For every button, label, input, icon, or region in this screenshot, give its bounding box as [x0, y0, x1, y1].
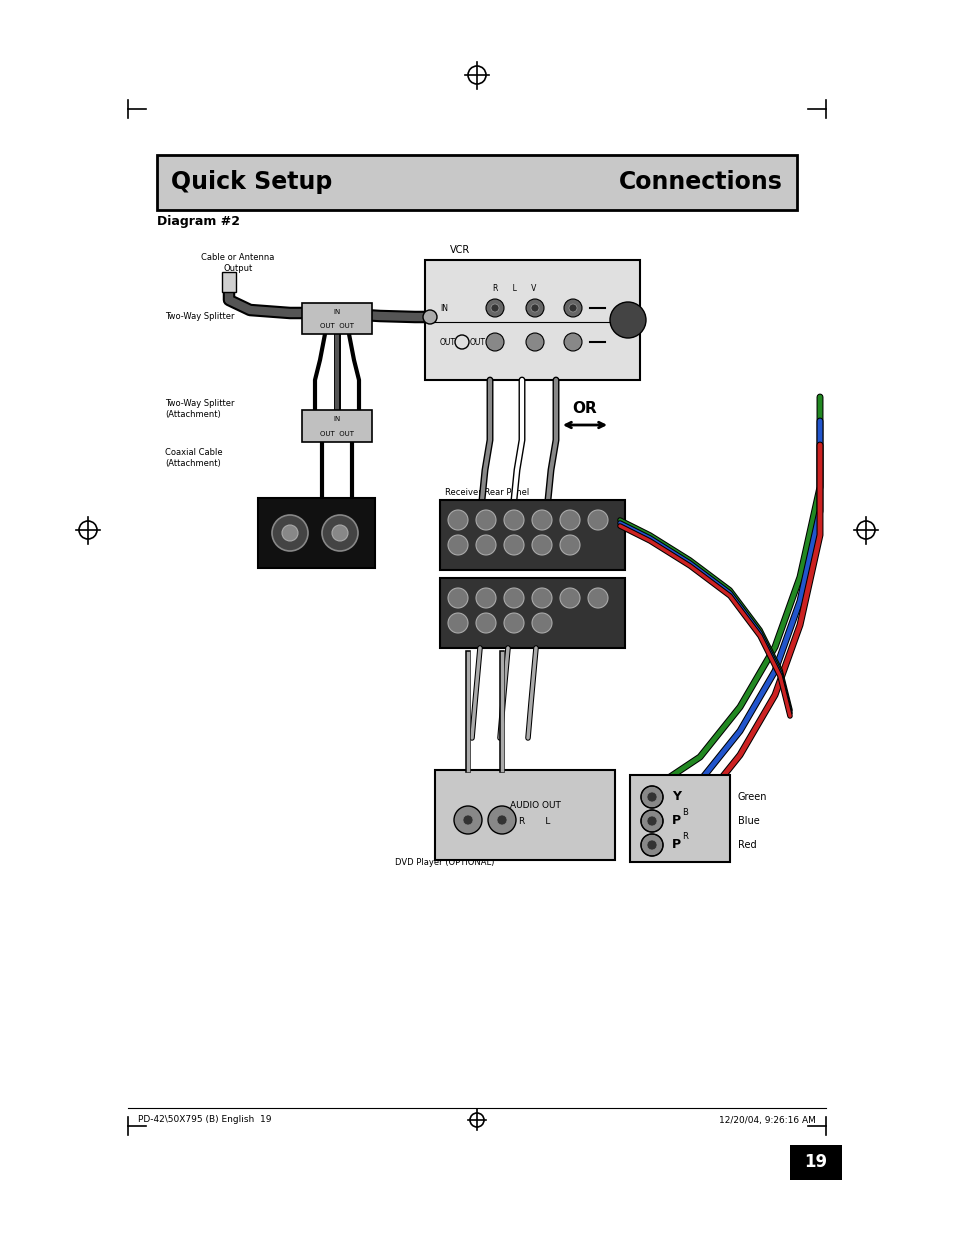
Circle shape [422, 310, 436, 324]
FancyBboxPatch shape [439, 500, 624, 571]
Text: B: B [681, 808, 687, 818]
FancyBboxPatch shape [257, 498, 375, 568]
Text: Output: Output [223, 264, 253, 273]
Circle shape [568, 304, 577, 312]
Circle shape [503, 535, 523, 555]
Text: OR: OR [572, 400, 597, 415]
Circle shape [476, 535, 496, 555]
Text: Coaxial Cable: Coaxial Cable [165, 448, 222, 457]
Circle shape [282, 525, 297, 541]
Text: Two-Way Splitter: Two-Way Splitter [165, 399, 234, 408]
Text: 12/20/04, 9:26:16 AM: 12/20/04, 9:26:16 AM [719, 1115, 815, 1125]
Text: IN: IN [333, 416, 340, 422]
FancyBboxPatch shape [629, 776, 729, 862]
Circle shape [640, 834, 662, 856]
Circle shape [559, 535, 579, 555]
Circle shape [476, 510, 496, 530]
FancyBboxPatch shape [302, 410, 372, 442]
Text: Y: Y [671, 790, 680, 804]
Text: P: P [671, 839, 680, 851]
Circle shape [272, 515, 308, 551]
Text: 19: 19 [803, 1153, 826, 1171]
FancyBboxPatch shape [789, 1145, 841, 1179]
Circle shape [587, 588, 607, 608]
Text: Connections: Connections [618, 170, 782, 194]
Text: Diagram #2: Diagram #2 [157, 215, 240, 228]
Text: DVD Player (OPTIONAL): DVD Player (OPTIONAL) [395, 858, 494, 867]
Circle shape [525, 333, 543, 351]
Circle shape [503, 510, 523, 530]
Circle shape [563, 333, 581, 351]
FancyBboxPatch shape [439, 578, 624, 648]
Text: Two-Way Splitter: Two-Way Splitter [165, 311, 234, 321]
Circle shape [532, 588, 552, 608]
Text: OUT  OUT: OUT OUT [319, 431, 354, 437]
Text: P: P [671, 815, 680, 827]
Circle shape [448, 510, 468, 530]
Text: OUT: OUT [470, 337, 485, 347]
Circle shape [448, 535, 468, 555]
Text: VCR: VCR [450, 245, 470, 254]
Text: Receiver Rear Panel: Receiver Rear Panel [444, 488, 529, 496]
Circle shape [448, 588, 468, 608]
FancyBboxPatch shape [435, 769, 615, 860]
Text: PD-42\50X795 (B) English  19: PD-42\50X795 (B) English 19 [138, 1115, 272, 1125]
Text: OUT  OUT: OUT OUT [319, 324, 354, 329]
Circle shape [476, 588, 496, 608]
Circle shape [491, 304, 498, 312]
Circle shape [532, 535, 552, 555]
Text: Green: Green [738, 792, 767, 802]
Text: R: R [681, 832, 687, 841]
Text: IN: IN [439, 304, 448, 312]
Circle shape [646, 816, 657, 826]
Circle shape [646, 840, 657, 850]
Circle shape [485, 333, 503, 351]
Circle shape [609, 303, 645, 338]
Circle shape [488, 806, 516, 834]
Circle shape [646, 792, 657, 802]
Circle shape [587, 510, 607, 530]
Circle shape [448, 613, 468, 634]
Circle shape [640, 785, 662, 808]
Text: R       L: R L [518, 818, 550, 826]
FancyBboxPatch shape [157, 156, 796, 210]
Circle shape [462, 815, 473, 825]
Circle shape [503, 613, 523, 634]
Circle shape [485, 299, 503, 317]
Text: Cable or Antenna: Cable or Antenna [201, 253, 274, 262]
FancyBboxPatch shape [302, 303, 372, 333]
Circle shape [332, 525, 348, 541]
Circle shape [559, 588, 579, 608]
Circle shape [322, 515, 357, 551]
Circle shape [563, 299, 581, 317]
Circle shape [531, 304, 538, 312]
Text: Quick Setup: Quick Setup [171, 170, 332, 194]
Circle shape [532, 510, 552, 530]
Text: OUT: OUT [439, 337, 456, 347]
Circle shape [476, 613, 496, 634]
Circle shape [454, 806, 481, 834]
Text: AUDIO OUT: AUDIO OUT [509, 800, 559, 809]
Text: (Attachment): (Attachment) [165, 410, 220, 419]
Circle shape [559, 510, 579, 530]
FancyBboxPatch shape [222, 272, 235, 291]
FancyBboxPatch shape [424, 261, 639, 380]
Circle shape [640, 810, 662, 832]
Circle shape [525, 299, 543, 317]
Circle shape [503, 588, 523, 608]
Circle shape [497, 815, 506, 825]
Text: Blue: Blue [738, 816, 759, 826]
Circle shape [532, 613, 552, 634]
Text: R      L      V: R L V [493, 284, 537, 293]
Text: (Attachment): (Attachment) [165, 459, 220, 468]
Text: IN: IN [333, 309, 340, 315]
Text: Red: Red [738, 840, 756, 850]
